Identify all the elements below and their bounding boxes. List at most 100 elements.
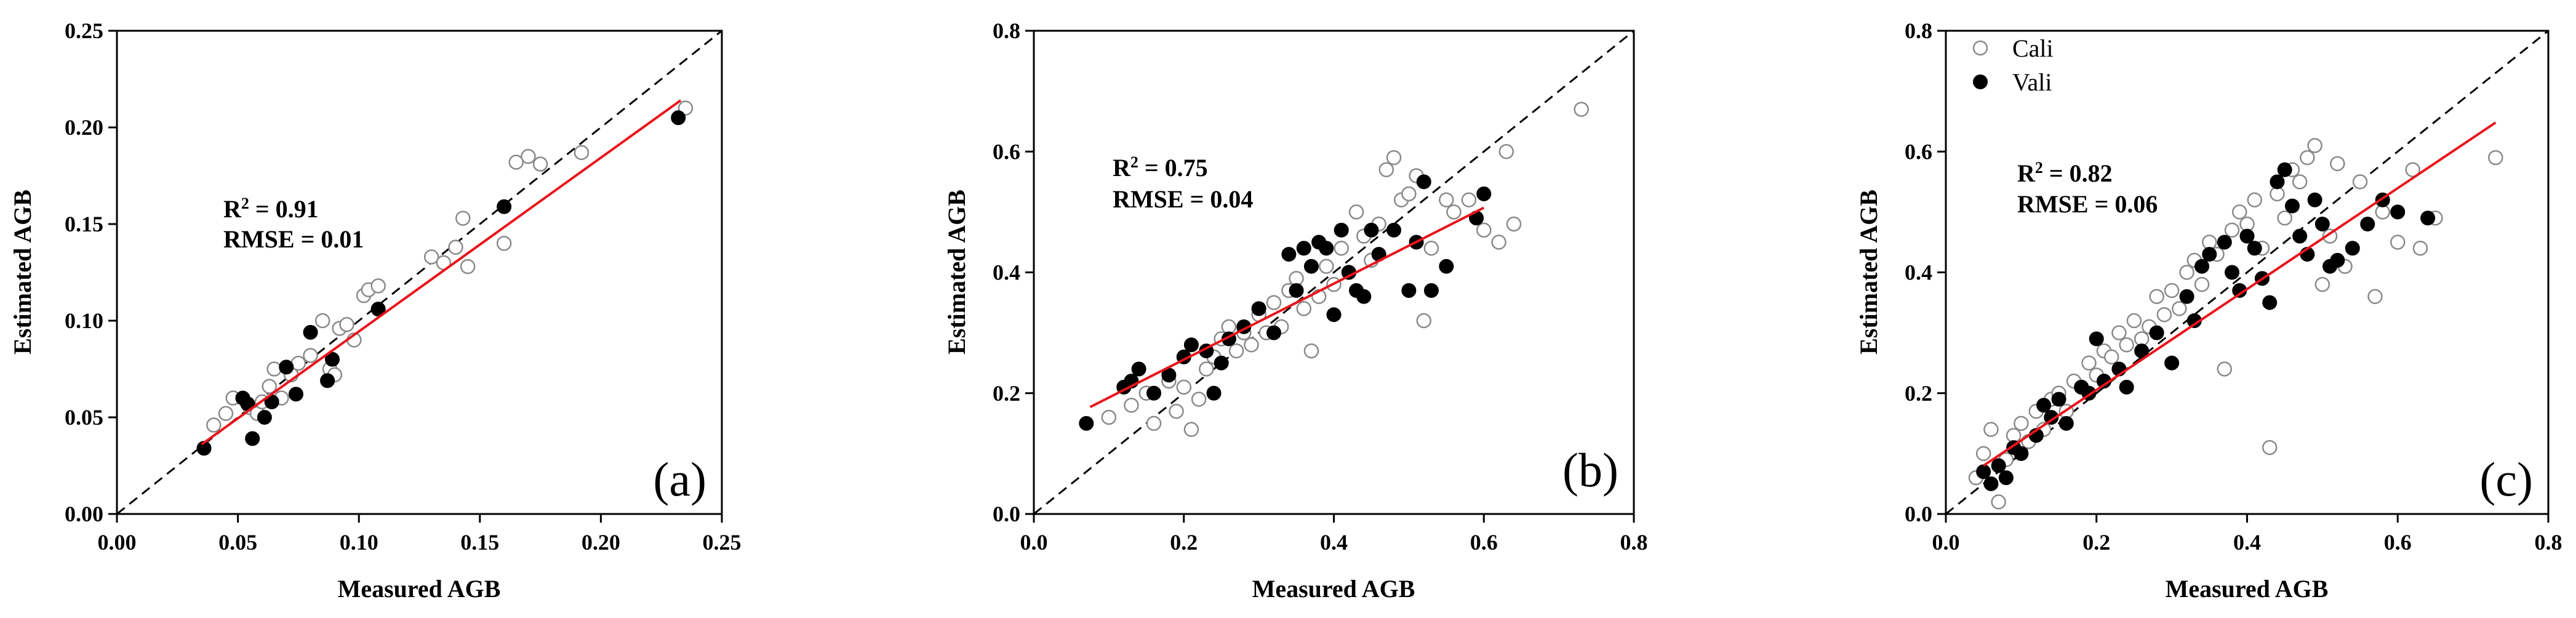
panel-c-vali-point — [2119, 379, 2134, 395]
panel-b-cali-point — [1319, 259, 1334, 274]
panel-c-cali-point — [2390, 235, 2406, 250]
panel-b-x-tick-label: 0.0 — [1020, 530, 1048, 555]
panel-b-label: (b) — [1562, 443, 1618, 497]
panel-a-r2-annotation: R2 = 0.91 — [223, 195, 319, 223]
panel-c-cali-point — [2126, 313, 2142, 329]
panel-a-label: (a) — [653, 452, 706, 506]
panel-a-x-tick-label: 0.25 — [703, 530, 742, 555]
panel-b-vali-point — [1319, 241, 1334, 256]
panel-b-vali-point — [1416, 174, 1431, 190]
panel-b-y-tick-label: 0.4 — [993, 260, 1020, 285]
panel-c-vali-point — [2345, 241, 2360, 256]
panel-b-cali-point — [1348, 204, 1364, 220]
panel-b-cali-point — [1176, 379, 1191, 395]
panel-c-vali-point — [2149, 325, 2164, 340]
panel-a-y-axis-title: Estimated AGB — [9, 190, 36, 355]
panel-a-vali-point — [324, 351, 340, 367]
panel-a-cali-point — [303, 348, 318, 363]
legend-cali-marker — [1972, 40, 1988, 56]
panel-c-vali-point — [2247, 241, 2262, 256]
panel-a-vali-point — [497, 199, 512, 214]
panel-b-vali-point — [1206, 385, 1222, 401]
panel-c-cali-point — [2119, 337, 2134, 353]
panel-c-cali-point — [2156, 307, 2172, 323]
panel-a-cali-point — [423, 249, 439, 265]
panel-b-x-tick-label: 0.8 — [1620, 530, 1648, 555]
panel-c-vali-point — [2164, 355, 2180, 371]
legend-vali-label: Vali — [2012, 68, 2052, 96]
panel-a-vali-point — [370, 302, 386, 317]
panel-a-cali-point — [314, 313, 330, 329]
panel-b-vali-point — [1146, 385, 1161, 401]
panel-a-y-tick-label: 0.00 — [65, 502, 103, 526]
panel-c: 0.0 0.2 0.4 0.6 0.8 0.0 0.2 0.4 0.6 0.8 Measured … — [1855, 18, 2562, 603]
panel-a-cali-point — [290, 355, 306, 371]
panel-c-y-tick-label: 0.2 — [1905, 381, 1932, 406]
panel-c-y-tick-label: 0.8 — [1905, 18, 1932, 43]
panel-c-cali-point — [2224, 222, 2240, 238]
panel-c-cali-point — [2352, 174, 2368, 190]
panel-c-cali-point — [2172, 301, 2187, 316]
panel-b-cali-point — [1378, 162, 1394, 177]
panel-b-cali-point — [1183, 422, 1199, 437]
panel-c-cali-point — [2103, 349, 2119, 365]
panel-c-vali-point — [2277, 162, 2292, 177]
panel-c-vali-point — [1998, 470, 2014, 486]
panel-c-vali-point — [2014, 446, 2029, 461]
panel-c-cali-point — [1991, 494, 2006, 510]
panel-c-y-tick-label: 0.0 — [1905, 502, 1932, 526]
panel-b-vali-point — [1131, 361, 1146, 377]
panel-c-cali-point — [2314, 276, 2330, 292]
panel-b-cali-point — [1146, 415, 1162, 431]
panel-b-vali-point — [1251, 301, 1266, 316]
panel-c-vali-point — [2134, 343, 2150, 359]
panel-a-rmse-annotation: RMSE = 0.01 — [223, 225, 364, 253]
panel-b-points — [1079, 102, 1589, 437]
panel-a-y-tick-label: 0.10 — [65, 308, 103, 333]
panel-b-vali-point — [1281, 247, 1297, 262]
panel-a-y-tick-label: 0.05 — [65, 405, 103, 430]
panel-c-cali-point — [2232, 204, 2247, 220]
panel-a-frame — [116, 30, 723, 515]
panel-c-vali-point — [2089, 331, 2104, 347]
panel-c-cali-point — [2330, 156, 2345, 172]
panel-c-cali-point — [2111, 325, 2127, 340]
panel-b-plot-area — [1034, 31, 1634, 514]
panel-c-vali-point — [2420, 211, 2436, 226]
panel-b-cali-point — [1386, 150, 1402, 166]
panel-c-y-axis-title: Estimated AGB — [1855, 190, 1882, 355]
panel-c-vali-point — [2270, 174, 2285, 190]
panel-a-ticks: 0.00 0.05 0.10 0.15 0.20 0.25 0.00 0.05 0.10 0.15… — [65, 18, 742, 555]
panel-a-x-tick-label: 0.00 — [98, 530, 137, 555]
panel-b-vali-point — [1423, 283, 1439, 298]
panel-a-cali-point — [532, 156, 548, 172]
panel-b-cali-point — [1303, 343, 1319, 359]
panel-a-x-tick-label: 0.10 — [340, 530, 378, 555]
panel-b-y-tick-label: 0.0 — [993, 502, 1020, 526]
panel-c-ticks: 0.0 0.2 0.4 0.6 0.8 0.0 0.2 0.4 0.6 0.8 — [1905, 18, 2562, 555]
panel-b-vali-point — [1296, 241, 1311, 256]
panel-c-x-axis-title: Measured AGB — [2166, 575, 2329, 603]
panel-c-vali-point — [2390, 204, 2406, 220]
panel-c-cali-point — [2307, 138, 2322, 153]
panel-b-r2-annotation: R2 = 0.75 — [1113, 153, 1208, 182]
panel-a-cali-point — [262, 379, 277, 395]
panel-b-vali-point — [1334, 222, 1349, 238]
panel-c-vali-point — [2307, 192, 2322, 207]
panel-b-cali-point — [1244, 337, 1259, 353]
panel-c-vali-point — [2044, 410, 2059, 425]
panel-b-rmse-annotation: RMSE = 0.04 — [1113, 185, 1253, 213]
panel-b-cali-point — [1169, 403, 1184, 419]
panel-b-cali-point — [1416, 313, 1431, 329]
panel-c-legend: Cali Vali — [1972, 34, 2054, 96]
panel-c-cali-point — [1983, 422, 1999, 437]
panel-b-vali-point — [1183, 337, 1199, 353]
panel-c-vali-point — [2262, 295, 2278, 310]
panel-c-rmse-annotation: RMSE = 0.06 — [2017, 190, 2158, 218]
panel-b-vali-point — [1356, 289, 1372, 304]
panel-a: 0.00 0.05 0.10 0.15 0.20 0.25 0.00 0.05 0.10 0.15… — [9, 18, 742, 603]
panel-b-y-axis-title: Estimated AGB — [943, 190, 970, 355]
panel-b-y-tick-label: 0.8 — [993, 18, 1020, 43]
panel-c-vali-point — [2194, 259, 2210, 274]
panel-b-fit-line — [1089, 206, 1485, 409]
